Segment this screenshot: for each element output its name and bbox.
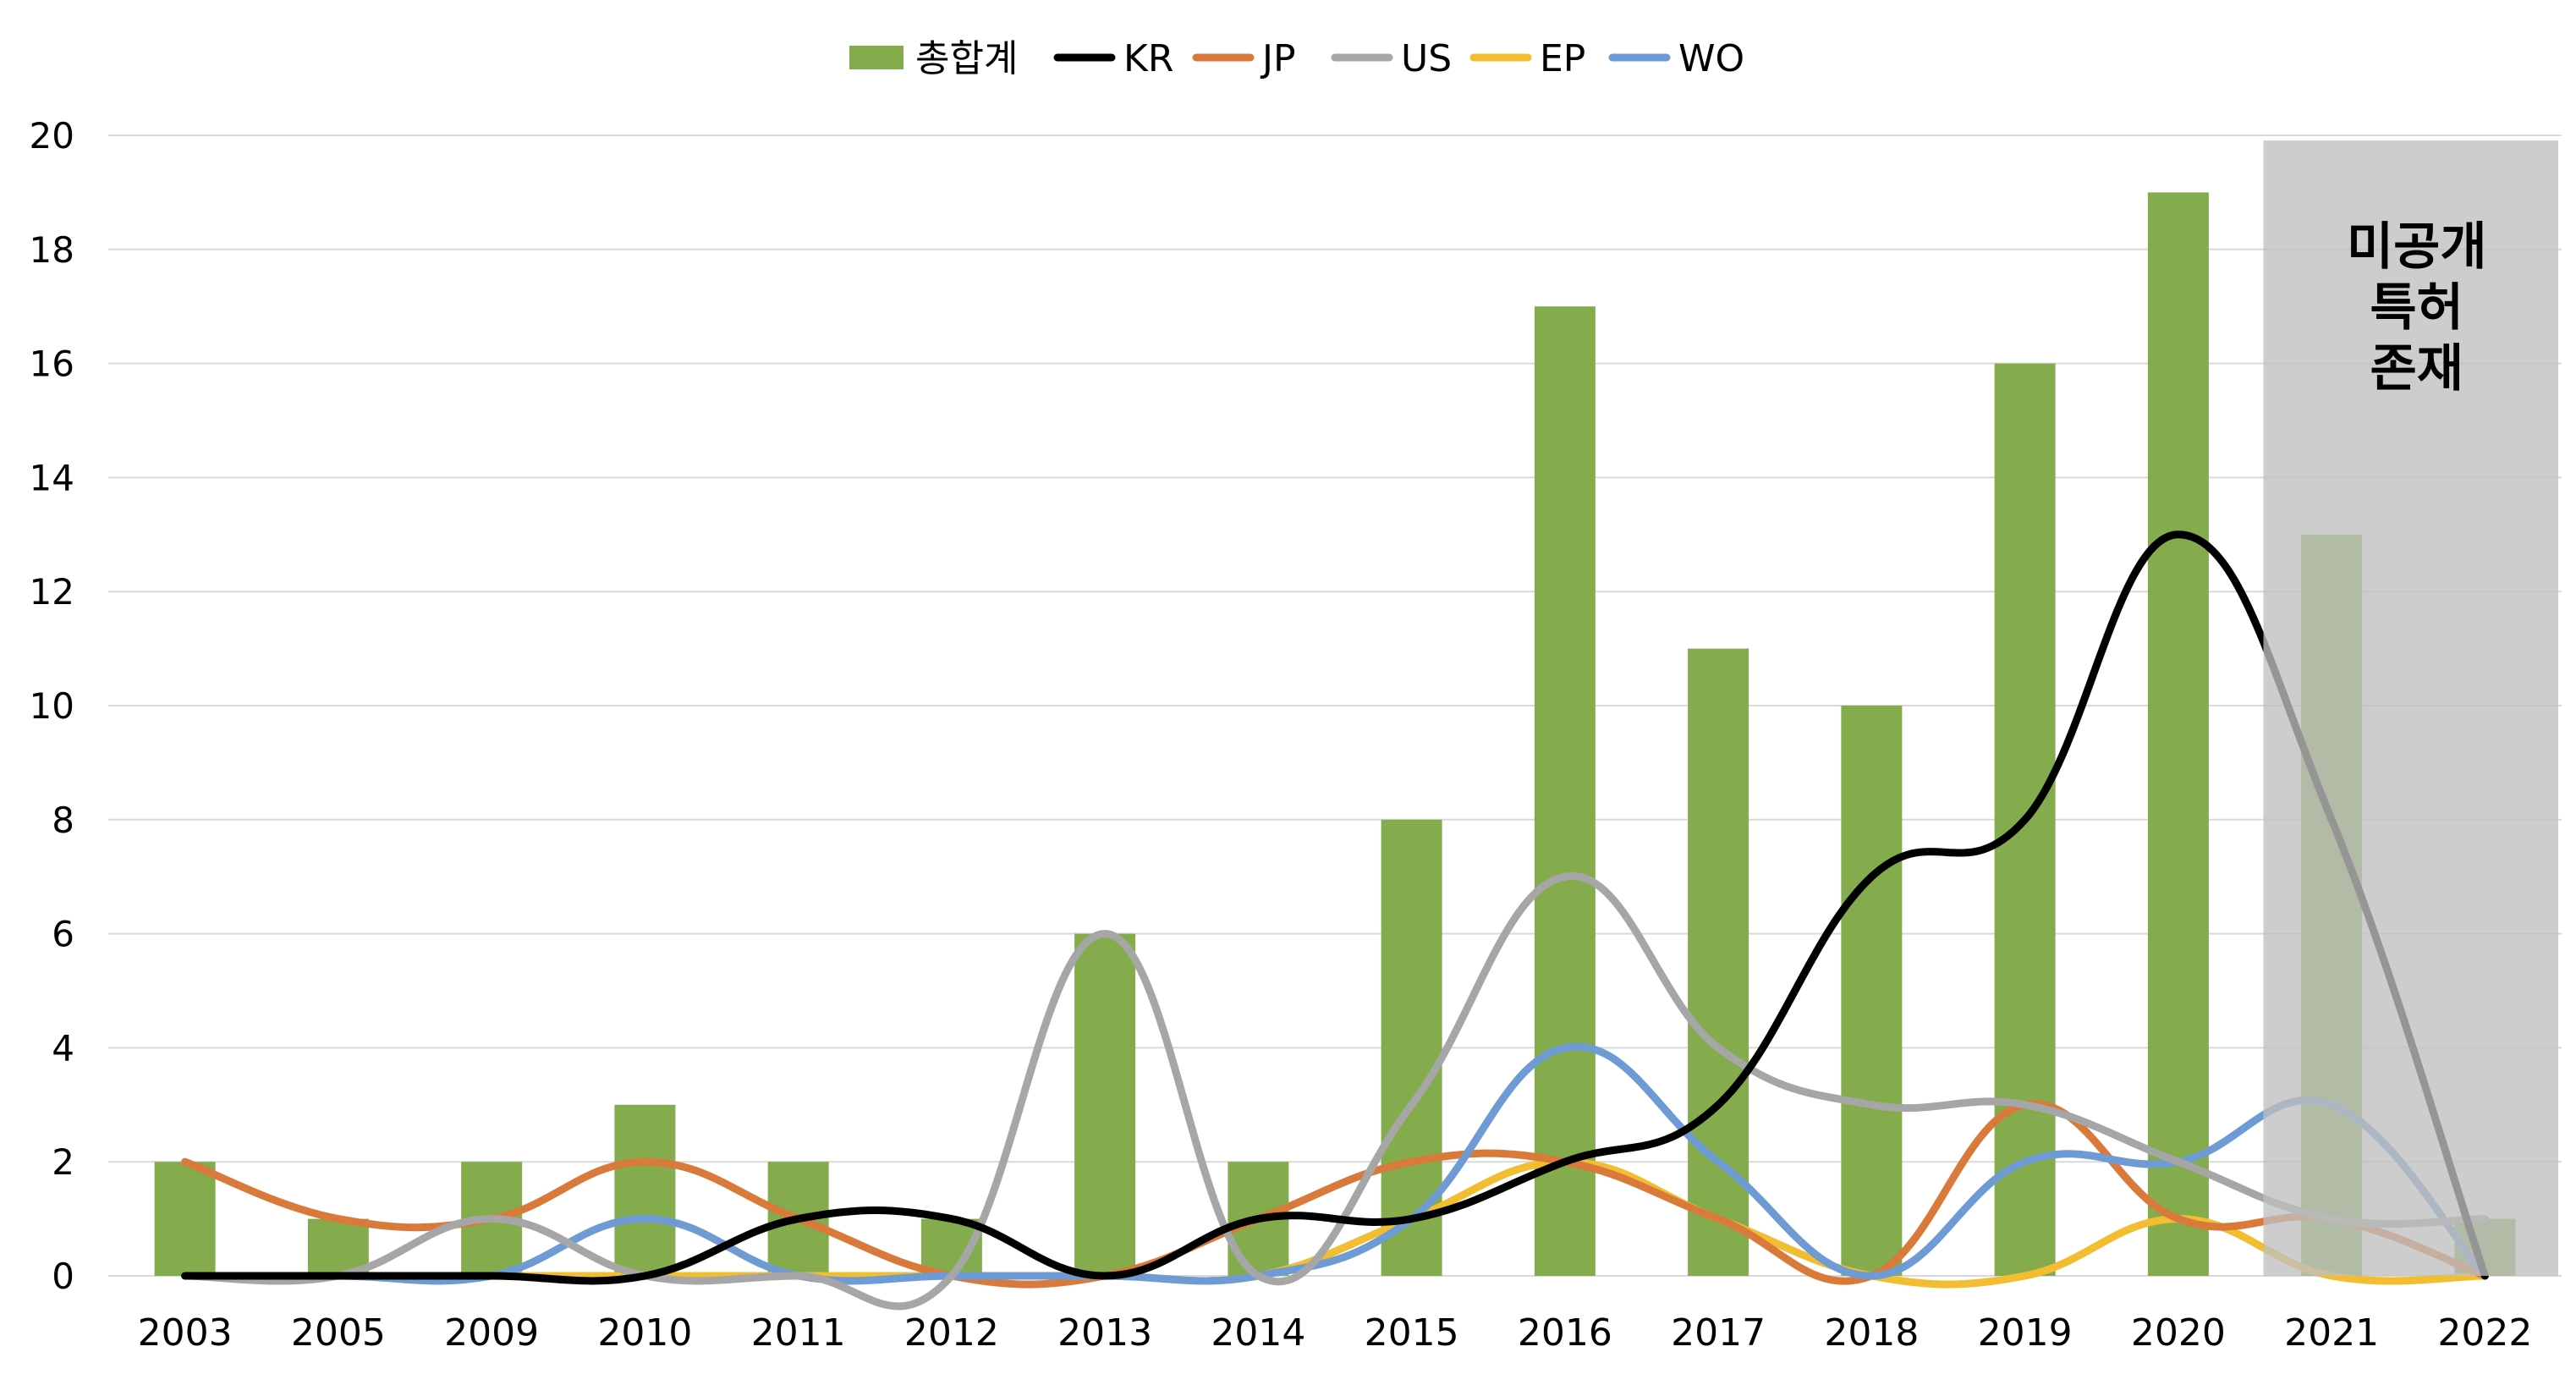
annotation-text: 특허 bbox=[2370, 278, 2463, 338]
legend-label: 총합계 bbox=[915, 37, 1018, 80]
legend-label: EP bbox=[1540, 37, 1585, 80]
unpublished-region bbox=[2263, 140, 2558, 1276]
x-tick-label: 2011 bbox=[751, 1311, 846, 1355]
annotation-text: 미공개 bbox=[2347, 217, 2487, 277]
bar bbox=[2147, 192, 2209, 1276]
legend-label: WO bbox=[1678, 37, 1744, 80]
y-axis-ticks: 0 2 4 6 8 10 12 14 16 18 20 bbox=[30, 115, 74, 1297]
x-tick-label: 2018 bbox=[1824, 1311, 1919, 1355]
bar bbox=[1534, 306, 1596, 1277]
legend-item-jp: JP bbox=[1192, 37, 1296, 80]
y-tick-label: 12 bbox=[30, 571, 74, 613]
y-tick-label: 16 bbox=[30, 344, 74, 385]
bar bbox=[154, 1162, 216, 1276]
y-tick-label: 20 bbox=[30, 115, 74, 157]
legend-item-total: 총합계 bbox=[849, 37, 1018, 80]
legend: 총합계 KR JP US EP WO bbox=[849, 37, 1744, 80]
y-tick-label: 14 bbox=[30, 457, 74, 498]
x-tick-label: 2015 bbox=[1365, 1311, 1459, 1355]
x-tick-label: 2020 bbox=[2131, 1311, 2226, 1355]
legend-label: JP bbox=[1260, 37, 1296, 80]
legend-item-ep: EP bbox=[1469, 37, 1585, 80]
x-tick-label: 2003 bbox=[138, 1311, 233, 1355]
x-tick-label: 2022 bbox=[2437, 1311, 2532, 1355]
series-line-wo bbox=[181, 1042, 2489, 1285]
bar bbox=[1688, 648, 1749, 1276]
x-tick-label: 2021 bbox=[2284, 1311, 2379, 1355]
bar bbox=[1074, 933, 1136, 1276]
x-tick-label: 2019 bbox=[1978, 1311, 2073, 1355]
x-axis-ticks: 2003 2005 2009 2010 2011 2012 2013 2014 2015 2016… bbox=[138, 1311, 2533, 1355]
x-tick-label: 2005 bbox=[291, 1311, 386, 1355]
series-lines bbox=[181, 530, 2489, 1311]
y-tick-label: 18 bbox=[30, 229, 74, 271]
x-tick-label: 2017 bbox=[1671, 1311, 1766, 1355]
bar bbox=[1841, 706, 1903, 1276]
legend-label: US bbox=[1401, 37, 1452, 80]
y-tick-label: 6 bbox=[52, 914, 74, 955]
legend-item-wo: WO bbox=[1608, 37, 1744, 80]
x-tick-label: 2010 bbox=[597, 1311, 692, 1355]
x-tick-label: 2014 bbox=[1211, 1311, 1305, 1355]
y-tick-label: 8 bbox=[52, 800, 74, 841]
y-tick-label: 4 bbox=[52, 1027, 74, 1069]
legend-label: KR bbox=[1123, 37, 1173, 80]
y-tick-label: 0 bbox=[52, 1256, 74, 1297]
bars bbox=[154, 192, 2516, 1277]
series-line-us bbox=[181, 871, 2489, 1311]
bar bbox=[614, 1104, 676, 1276]
x-tick-label: 2016 bbox=[1518, 1311, 1612, 1355]
unpublished-shade bbox=[2263, 140, 2558, 1276]
annotation-text: 존재 bbox=[2370, 339, 2463, 398]
y-tick-label: 10 bbox=[30, 685, 74, 727]
y-tick-label: 2 bbox=[52, 1141, 74, 1183]
legend-item-us: US bbox=[1331, 37, 1452, 80]
legend-item-kr: KR bbox=[1053, 37, 1173, 80]
series-line-kr bbox=[181, 530, 2489, 1285]
x-tick-label: 2009 bbox=[444, 1311, 539, 1355]
legend-swatch bbox=[849, 46, 904, 69]
x-tick-label: 2013 bbox=[1057, 1311, 1152, 1355]
x-tick-label: 2012 bbox=[904, 1311, 999, 1355]
bar bbox=[307, 1218, 369, 1276]
series-line-ep bbox=[181, 1157, 2489, 1289]
